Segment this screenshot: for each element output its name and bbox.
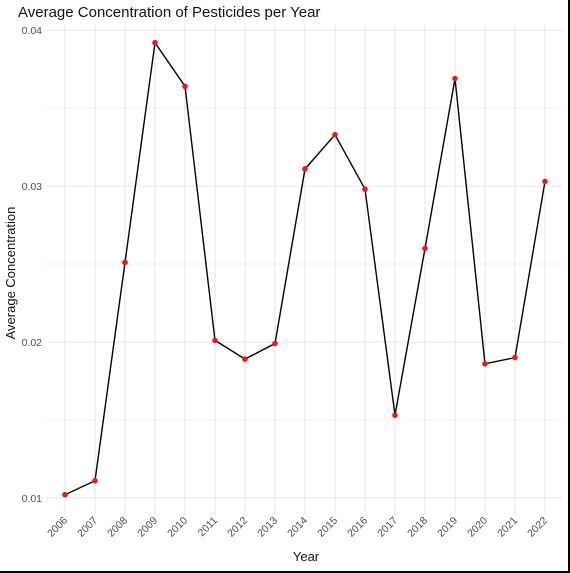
x-tick-label: 2007 [75,515,100,540]
x-tick-label: 2013 [255,515,280,540]
x-tick-label: 2009 [135,515,160,540]
x-tick-label: 2010 [165,515,190,540]
x-tick-label: 2019 [435,515,460,540]
data-point [92,477,98,484]
data-point [362,186,368,193]
x-tick-label: 2015 [315,515,340,540]
x-tick-label: 2006 [45,515,70,540]
grid [47,24,562,515]
data-point [212,337,218,344]
y-axis-title: Average Concentration [3,207,18,340]
data-point [302,166,308,172]
x-axis-title: Year [293,549,320,564]
x-tick-label: 2016 [345,515,370,540]
data-point [242,356,248,362]
chart-title: Average Concentration of Pesticides per … [18,4,320,21]
y-tick-label: 0.01 [22,493,43,505]
y-axis-ticks: 0.01 0.02 0.03 0.04 [22,25,43,505]
data-point [392,412,398,419]
x-tick-label: 2018 [405,515,430,540]
y-tick-label: 0.02 [22,337,43,349]
data-point [332,131,338,138]
data-point [272,340,278,347]
data-point [122,259,128,266]
x-tick-label: 2017 [375,515,400,540]
x-tick-label: 2012 [225,515,250,540]
x-tick-label: 2008 [105,515,130,540]
x-tick-label: 2011 [196,515,221,540]
x-tick-label: 2014 [285,515,310,540]
y-tick-label: 0.04 [22,25,43,37]
data-point [452,75,458,82]
data-point [542,178,548,185]
data-point [512,354,518,361]
data-point [182,83,188,90]
data-point [482,361,488,367]
data-point [152,39,158,46]
x-tick-label: 2020 [465,515,490,540]
data-point [62,491,68,498]
x-tick-label: 2021 [495,515,520,540]
data-point [422,245,428,252]
data-points [62,39,548,498]
x-tick-label: 2022 [525,515,550,540]
x-axis-ticks: 2006 2007 2008 2009 2010 2011 2012 2013 2014 2015… [45,515,550,540]
y-tick-label: 0.03 [22,181,43,193]
